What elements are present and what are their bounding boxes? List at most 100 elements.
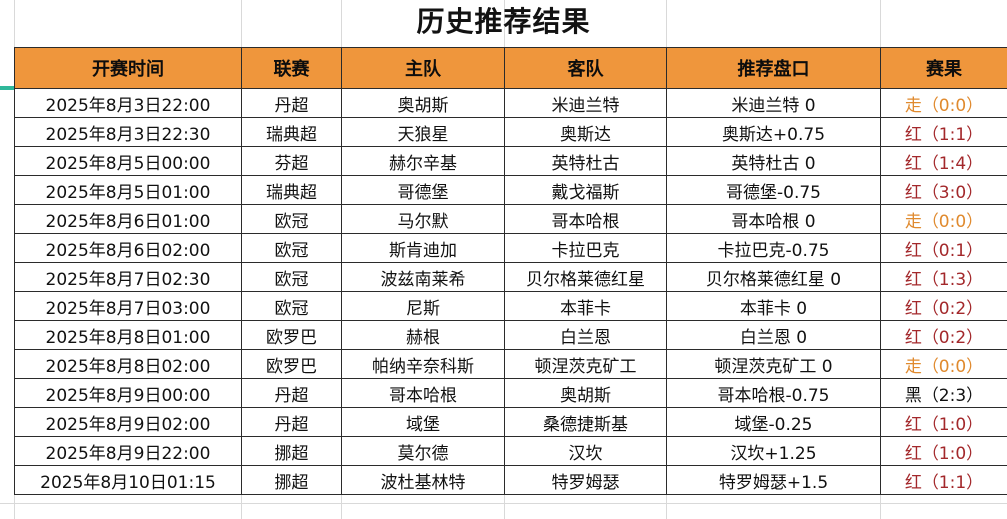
column-header-start-time[interactable]: 开赛时间 bbox=[14, 47, 242, 89]
cell-result: 走（0:0） bbox=[880, 88, 1007, 118]
table-row[interactable]: 2025年8月8日02:00 欧罗巴 帕纳辛奈科斯 顿涅茨克矿工 顿涅茨克矿工 0 走（0… bbox=[14, 349, 1007, 379]
cell-result: 红（1:4） bbox=[880, 146, 1007, 176]
table-header-row: 开赛时间 联赛 主队 客队 推荐盘口 赛果 bbox=[14, 47, 1007, 89]
cell-league: 欧冠 bbox=[241, 204, 342, 234]
cell-result: 红（1:1） bbox=[880, 117, 1007, 147]
table-row[interactable]: 2025年8月6日01:00 欧冠 马尔默 哥本哈根 哥本哈根 0 走（0:0） bbox=[14, 204, 1007, 234]
cell-league: 挪超 bbox=[241, 436, 342, 466]
cell-away-team: 白兰恩 bbox=[504, 320, 667, 350]
grid-line-horizontal bbox=[0, 503, 1007, 504]
cell-league: 欧冠 bbox=[241, 291, 342, 321]
table-row[interactable]: 2025年8月3日22:00 丹超 奥胡斯 米迪兰特 米迪兰特 0 走（0:0） bbox=[14, 88, 1007, 118]
cell-home-team: 波兹南莱希 bbox=[341, 262, 505, 292]
row-selection-indicator bbox=[0, 86, 14, 90]
cell-league: 欧罗巴 bbox=[241, 349, 342, 379]
cell-result: 黑（2:3） bbox=[880, 378, 1007, 408]
cell-away-team: 桑德捷斯基 bbox=[504, 407, 667, 437]
cell-home-team: 斯肯迪加 bbox=[341, 233, 505, 263]
table-row[interactable]: 2025年8月5日01:00 瑞典超 哥德堡 戴戈福斯 哥德堡-0.75 红（3:0） bbox=[14, 175, 1007, 205]
cell-home-team: 域堡 bbox=[341, 407, 505, 437]
cell-start-time: 2025年8月6日02:00 bbox=[14, 233, 242, 263]
cell-league: 欧冠 bbox=[241, 233, 342, 263]
column-header-home-team[interactable]: 主队 bbox=[341, 47, 505, 89]
cell-league: 欧罗巴 bbox=[241, 320, 342, 350]
table-row[interactable]: 2025年8月9日02:00 丹超 域堡 桑德捷斯基 域堡-0.25 红（1:0） bbox=[14, 407, 1007, 437]
cell-result: 红（1:3） bbox=[880, 262, 1007, 292]
column-header-handicap[interactable]: 推荐盘口 bbox=[666, 47, 881, 89]
table-row[interactable]: 2025年8月9日22:00 挪超 莫尔德 汉坎 汉坎+1.25 红（1:0） bbox=[14, 436, 1007, 466]
cell-away-team: 顿涅茨克矿工 bbox=[504, 349, 667, 379]
history-recommendations-table: 开赛时间 联赛 主队 客队 推荐盘口 赛果 2025年8月3日22:00 丹超 奥胡… bbox=[14, 47, 1007, 495]
cell-result: 走（0:0） bbox=[880, 204, 1007, 234]
result-score: （1:1） bbox=[921, 124, 984, 145]
result-mark: 红 bbox=[904, 153, 922, 174]
cell-handicap: 顿涅茨克矿工 0 bbox=[666, 349, 881, 379]
cell-result: 红（1:0） bbox=[880, 436, 1007, 466]
result-mark: 红 bbox=[904, 443, 922, 464]
cell-handicap: 域堡-0.25 bbox=[666, 407, 881, 437]
cell-start-time: 2025年8月6日01:00 bbox=[14, 204, 242, 234]
cell-away-team: 奥胡斯 bbox=[504, 378, 667, 408]
result-score: （2:3） bbox=[921, 385, 984, 406]
cell-start-time: 2025年8月7日02:30 bbox=[14, 262, 242, 292]
cell-handicap: 卡拉巴克-0.75 bbox=[666, 233, 881, 263]
result-score: （1:1） bbox=[921, 472, 984, 493]
cell-home-team: 帕纳辛奈科斯 bbox=[341, 349, 505, 379]
cell-start-time: 2025年8月9日00:00 bbox=[14, 378, 242, 408]
table-row[interactable]: 2025年8月6日02:00 欧冠 斯肯迪加 卡拉巴克 卡拉巴克-0.75 红（0:1） bbox=[14, 233, 1007, 263]
result-score: （1:0） bbox=[921, 414, 984, 435]
cell-away-team: 英特杜古 bbox=[504, 146, 667, 176]
cell-league: 挪超 bbox=[241, 465, 342, 495]
result-score: （0:0） bbox=[921, 211, 984, 232]
result-score: （1:0） bbox=[921, 443, 984, 464]
cell-result: 红（0:2） bbox=[880, 320, 1007, 350]
table-row[interactable]: 2025年8月10日01:15 挪超 波杜基林特 特罗姆瑟 特罗姆瑟+1.5 红（1:1） bbox=[14, 465, 1007, 495]
cell-league: 欧冠 bbox=[241, 262, 342, 292]
cell-away-team: 卡拉巴克 bbox=[504, 233, 667, 263]
result-mark: 红 bbox=[904, 240, 922, 261]
cell-home-team: 莫尔德 bbox=[341, 436, 505, 466]
table-body: 2025年8月3日22:00 丹超 奥胡斯 米迪兰特 米迪兰特 0 走（0:0） 2025年… bbox=[14, 88, 1007, 495]
result-score: （0:2） bbox=[921, 298, 984, 319]
result-score: （0:1） bbox=[921, 240, 984, 261]
table-row[interactable]: 2025年8月5日00:00 芬超 赫尔辛基 英特杜古 英特杜古 0 红（1:4） bbox=[14, 146, 1007, 176]
cell-result: 红（0:1） bbox=[880, 233, 1007, 263]
table-row[interactable]: 2025年8月9日00:00 丹超 哥本哈根 奥胡斯 哥本哈根-0.75 黑（2:3） bbox=[14, 378, 1007, 408]
cell-away-team: 汉坎 bbox=[504, 436, 667, 466]
column-header-result[interactable]: 赛果 bbox=[880, 47, 1007, 89]
cell-away-team: 奥斯达 bbox=[504, 117, 667, 147]
cell-league: 瑞典超 bbox=[241, 175, 342, 205]
cell-away-team: 米迪兰特 bbox=[504, 88, 667, 118]
cell-start-time: 2025年8月9日22:00 bbox=[14, 436, 242, 466]
result-mark: 红 bbox=[904, 414, 922, 435]
cell-away-team: 特罗姆瑟 bbox=[504, 465, 667, 495]
cell-home-team: 马尔默 bbox=[341, 204, 505, 234]
table-row[interactable]: 2025年8月3日22:30 瑞典超 天狼星 奥斯达 奥斯达+0.75 红（1:1） bbox=[14, 117, 1007, 147]
result-mark: 红 bbox=[904, 182, 922, 203]
cell-start-time: 2025年8月5日01:00 bbox=[14, 175, 242, 205]
cell-handicap: 英特杜古 0 bbox=[666, 146, 881, 176]
result-score: （3:0） bbox=[921, 182, 984, 203]
column-header-league[interactable]: 联赛 bbox=[241, 47, 342, 89]
result-score: （0:2） bbox=[921, 327, 984, 348]
cell-away-team: 本菲卡 bbox=[504, 291, 667, 321]
table-row[interactable]: 2025年8月7日03:00 欧冠 尼斯 本菲卡 本菲卡 0 红（0:2） bbox=[14, 291, 1007, 321]
cell-league: 瑞典超 bbox=[241, 117, 342, 147]
result-mark: 走 bbox=[904, 356, 922, 377]
result-mark: 红 bbox=[904, 269, 922, 290]
table-row[interactable]: 2025年8月7日02:30 欧冠 波兹南莱希 贝尔格莱德红星 贝尔格莱德红星 0 红（1… bbox=[14, 262, 1007, 292]
column-header-away-team[interactable]: 客队 bbox=[504, 47, 667, 89]
cell-handicap: 米迪兰特 0 bbox=[666, 88, 881, 118]
cell-start-time: 2025年8月8日01:00 bbox=[14, 320, 242, 350]
cell-handicap: 奥斯达+0.75 bbox=[666, 117, 881, 147]
cell-league: 丹超 bbox=[241, 88, 342, 118]
cell-handicap: 汉坎+1.25 bbox=[666, 436, 881, 466]
cell-home-team: 赫根 bbox=[341, 320, 505, 350]
result-mark: 黑 bbox=[904, 385, 922, 406]
cell-start-time: 2025年8月3日22:00 bbox=[14, 88, 242, 118]
table-row[interactable]: 2025年8月8日01:00 欧罗巴 赫根 白兰恩 白兰恩 0 红（0:2） bbox=[14, 320, 1007, 350]
cell-home-team: 尼斯 bbox=[341, 291, 505, 321]
cell-away-team: 贝尔格莱德红星 bbox=[504, 262, 667, 292]
cell-start-time: 2025年8月7日03:00 bbox=[14, 291, 242, 321]
